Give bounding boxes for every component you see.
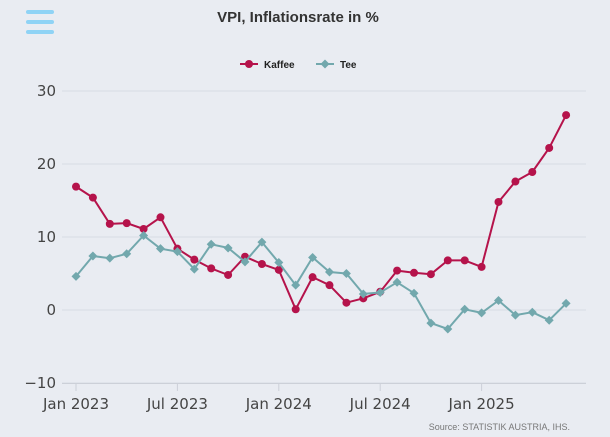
x-tick-label: Jul 2024 [349,395,411,413]
data-point[interactable] [510,310,520,320]
credits: Source: STATISTIK AUSTRIA, IHS. [429,422,570,432]
data-point[interactable] [460,304,470,314]
data-point[interactable] [358,289,368,299]
legend-item-kaffee[interactable]: Kaffee [240,60,295,71]
data-point[interactable] [544,315,554,325]
data-point[interactable] [410,268,418,277]
data-point[interactable] [274,265,283,274]
data-point[interactable] [139,231,149,241]
data-point[interactable] [139,224,148,233]
data-point[interactable] [308,252,318,262]
x-tick-label: Jan 2025 [448,395,515,413]
y-tick-label: −10 [24,374,56,392]
data-point[interactable] [562,111,571,120]
data-point[interactable] [409,288,419,298]
data-point[interactable] [156,244,165,254]
data-point[interactable] [72,182,80,191]
data-point[interactable] [545,143,554,152]
y-tick-label: 20 [37,155,56,173]
data-point[interactable] [494,296,503,306]
y-axis-ticks: 30 20 10 0 −10 [24,82,56,392]
hamburger-menu-icon[interactable] [26,10,54,36]
data-point[interactable] [342,298,351,307]
y-tick-label: 10 [37,228,56,246]
x-tick-label: Jan 2023 [42,395,109,413]
data-point[interactable] [207,264,216,273]
legend-label: Tee [340,60,357,71]
series-group [71,111,571,334]
data-point[interactable] [105,219,114,228]
x-tick-label: Jan 2024 [245,395,312,413]
data-point[interactable] [443,324,453,334]
data-point[interactable] [528,168,537,177]
data-point[interactable] [426,318,436,328]
data-point[interactable] [122,219,131,228]
data-point[interactable] [426,270,435,279]
legend-marker [320,59,330,69]
series-kaffee [72,111,571,314]
data-point[interactable] [460,256,469,265]
x-tick-label: Jul 2023 [146,395,208,413]
data-point[interactable] [190,255,199,264]
data-point[interactable] [274,258,284,268]
data-point[interactable] [527,307,537,317]
data-point[interactable] [291,280,301,290]
data-point[interactable] [71,271,81,281]
data-point[interactable] [511,177,520,186]
data-point[interactable] [189,264,199,274]
data-point[interactable] [291,305,300,314]
data-point[interactable] [341,269,351,278]
legend[interactable]: Kaffee Tee [240,59,357,72]
data-point[interactable] [240,257,250,267]
data-point[interactable] [561,298,571,308]
data-point[interactable] [325,267,334,277]
data-point[interactable] [257,260,266,269]
data-point[interactable] [224,270,233,279]
data-point[interactable] [325,281,334,290]
data-point[interactable] [393,266,402,275]
series-line-kaffee [75,114,567,311]
data-point[interactable] [257,237,267,247]
data-point[interactable] [477,262,486,271]
series-tee [71,231,571,334]
y-tick-label: 0 [46,301,56,319]
data-point[interactable] [392,277,402,287]
chart-title: VPI, Inflationsrate in % [217,9,379,26]
data-point[interactable] [223,243,233,253]
data-point[interactable] [375,287,385,297]
data-point[interactable] [206,239,216,249]
data-point[interactable] [443,256,452,265]
data-point[interactable] [172,247,182,257]
data-point[interactable] [122,249,132,259]
data-point[interactable] [88,193,97,202]
data-point[interactable] [156,213,165,222]
legend-marker [245,60,253,68]
y-tick-label: 30 [37,82,56,100]
legend-item-tee[interactable]: Tee [316,59,357,72]
series-line-tee [75,234,567,330]
data-point[interactable] [477,308,487,318]
data-point[interactable] [105,253,115,263]
data-point[interactable] [88,251,98,261]
data-point[interactable] [494,197,503,206]
x-axis: Jan 2023 Jul 2023 Jan 2024 Jul 2024 Jan 2025 [42,383,586,413]
legend-label: Kaffee [264,60,295,71]
data-point[interactable] [308,273,317,282]
